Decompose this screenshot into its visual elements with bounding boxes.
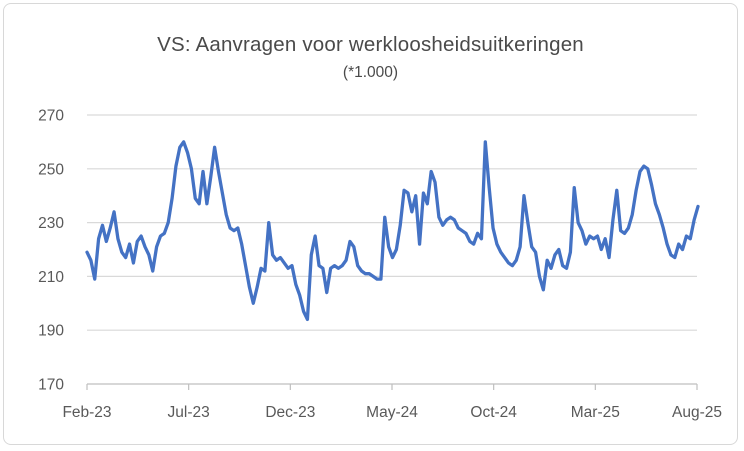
x-tick-label-May-24: May-24	[366, 404, 418, 421]
y-tick-label-270: 270	[38, 108, 64, 125]
y-tick-label-250: 250	[38, 161, 64, 178]
y-tick-label-170: 170	[38, 377, 64, 394]
x-tick-label-Oct-24: Oct-24	[470, 404, 517, 421]
y-axis-labels: 170 190 210 230 250 270	[38, 108, 64, 394]
x-tick-label-Mar-25: Mar-25	[571, 404, 620, 421]
y-tick-label-190: 190	[38, 323, 64, 340]
x-axis: Feb-23 Jul-23 Dec-23 May-24 Oct-24 Mar-25 Aug-…	[62, 384, 722, 421]
x-tick-label-Aug-25: Aug-25	[672, 404, 722, 421]
x-tick-label-Jul-23: Jul-23	[168, 404, 210, 421]
chart-subtitle: (*1.000)	[342, 64, 399, 81]
chart-frame: VS: Aanvragen voor werkloosheidsuitkerin…	[3, 3, 738, 445]
x-tick-label-Dec-23: Dec-23	[265, 404, 315, 421]
claims-data-line	[85, 140, 700, 322]
x-tick-label-Feb-23: Feb-23	[62, 404, 111, 421]
y-tick-label-210: 210	[38, 269, 64, 286]
y-tick-label-230: 230	[38, 215, 64, 232]
chart-title: VS: Aanvragen voor werkloosheidsuitkerin…	[157, 33, 584, 56]
